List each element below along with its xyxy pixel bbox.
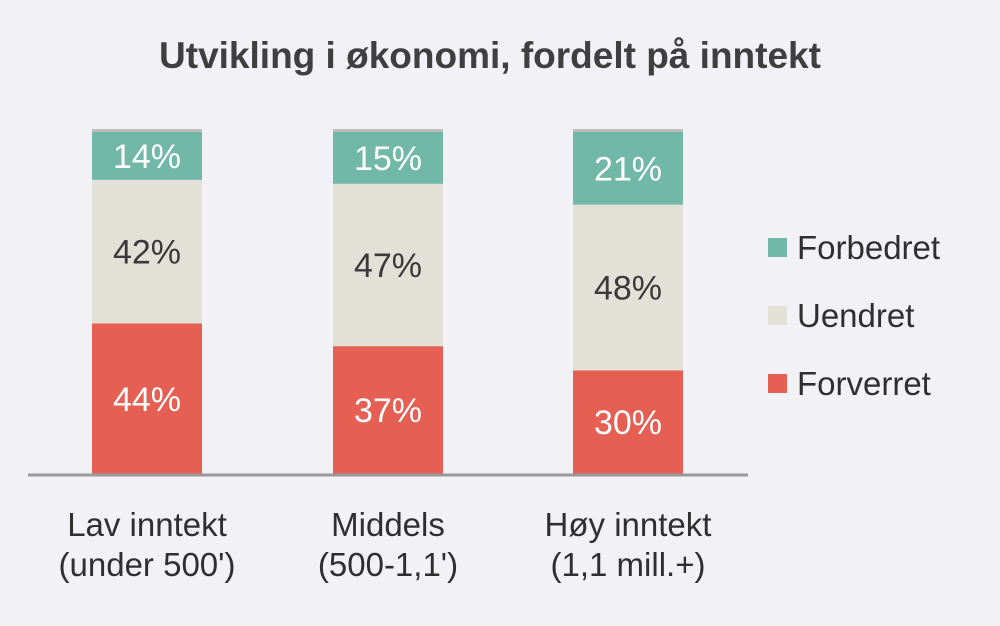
data-label-uendret-1: 47%: [354, 247, 422, 285]
data-label-forverret-0: 44%: [113, 381, 181, 419]
data-label-forbedret-1: 15%: [354, 140, 422, 178]
legend: Forbedret Uendret Forverret: [768, 229, 940, 402]
data-label-forverret-1: 37%: [354, 392, 422, 430]
bar-cap-2: [573, 129, 683, 133]
bar-uendret-0: [92, 179, 202, 324]
legend-label-forbedret: Forbedret: [797, 229, 940, 266]
bar-uendret-2: [573, 204, 683, 371]
bar-forverret-0: [92, 323, 202, 474]
legend-label-uendret: Uendret: [797, 297, 914, 334]
bar-forverret-1: [333, 346, 443, 474]
bar-cap-0: [92, 129, 202, 133]
data-label-forbedret-0: 14%: [113, 138, 181, 176]
bar-uendret-1: [333, 183, 443, 347]
bar-forverret-2: [573, 370, 683, 474]
category-label-1-line-0: Middels: [331, 506, 445, 543]
bar-cap-1: [333, 129, 443, 133]
data-label-uendret-2: 48%: [594, 269, 662, 307]
category-labels: Lav inntekt(under 500') Middels(500-1,1')…: [59, 506, 712, 583]
category-label-0-line-0: Lav inntekt: [67, 506, 227, 543]
legend-swatch-forbedret: [768, 238, 787, 257]
bar-forbedret-1: [333, 132, 443, 184]
category-label-2-line-1: (1,1 mill.+): [551, 546, 706, 583]
chart-title: Utvikling i økonomi, fordelt på inntekt: [159, 35, 821, 76]
legend-swatch-uendret: [768, 306, 787, 325]
bars-group: 44% 42% 14% 37% 47% 15% 30% 48% 21%: [92, 129, 683, 474]
legend-label-forverret: Forverret: [797, 365, 931, 402]
category-label-0-line-1: (under 500'): [59, 546, 236, 583]
bar-forbedret-2: [573, 132, 683, 205]
category-label-1-line-1: (500-1,1'): [318, 546, 458, 583]
data-label-uendret-0: 42%: [113, 234, 181, 272]
data-label-forverret-2: 30%: [594, 404, 662, 442]
data-label-forbedret-2: 21%: [594, 150, 662, 188]
legend-swatch-forverret: [768, 374, 787, 393]
bar-forbedret-0: [92, 132, 202, 180]
category-label-2-line-0: Høy inntekt: [545, 506, 712, 543]
